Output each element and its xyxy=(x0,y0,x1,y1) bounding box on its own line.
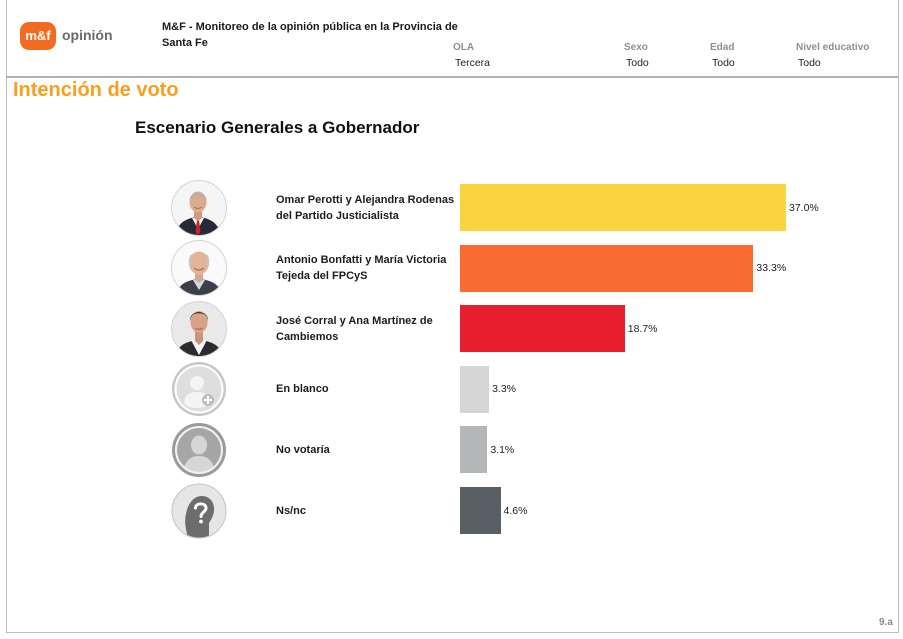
filter-nivel-educativo: Nivel educativo Todo xyxy=(796,41,869,70)
section-title: Intención de voto xyxy=(13,79,179,101)
bar-perotti xyxy=(460,184,786,231)
bar-ns-nc xyxy=(460,487,501,534)
blank-vote-person-icon xyxy=(171,361,227,417)
value-label: 33.3% xyxy=(756,262,787,275)
portrait-jose-corral-icon xyxy=(171,300,227,357)
portrait-antonio-bonfatti-icon xyxy=(171,240,227,297)
value-label: 4.6% xyxy=(503,504,528,517)
bar-corral xyxy=(460,305,625,353)
filter-edad: Edad Todo xyxy=(710,41,735,70)
page-number: 9.a xyxy=(879,617,893,628)
bar-en-blanco xyxy=(460,365,490,413)
bar-no-votaria xyxy=(460,426,488,474)
value-label: 3.3% xyxy=(492,383,516,396)
category-label: Omar Perotti y Alejandra Rodenas del Par… xyxy=(276,193,455,222)
logo-mark: m&f xyxy=(20,22,56,50)
chart-row: No votaría 3.1% xyxy=(0,422,903,477)
portrait-omar-perotti-icon xyxy=(171,179,227,236)
filter-label: Nivel educativo xyxy=(796,42,870,53)
category-label: En blanco xyxy=(276,383,329,396)
value-label: 3.1% xyxy=(490,443,515,456)
logo-name: opinión xyxy=(62,27,113,43)
filter-value: Todo xyxy=(712,57,735,69)
category-label: No votaría xyxy=(276,443,330,456)
value-label: 37.0% xyxy=(789,201,819,214)
category-label: Ns/nc xyxy=(276,504,306,517)
filter-value: Todo xyxy=(798,57,821,69)
chart-row: En blanco 3.3% xyxy=(0,362,903,417)
filter-value: Todo xyxy=(626,57,649,69)
bar-bonfatti xyxy=(460,244,754,292)
chart-row: Antonio Bonfatti y María Victoria Tejeda… xyxy=(0,240,903,297)
filter-sexo: Sexo Todo xyxy=(624,41,649,70)
filter-value: Tercera xyxy=(455,57,491,69)
no-vote-person-icon xyxy=(171,422,227,478)
report-title: M&F - Monitoreo de la opinión pública en… xyxy=(162,21,458,49)
chart-row: Ns/nc 4.6% xyxy=(0,483,903,538)
page-frame xyxy=(6,0,899,633)
filter-ola: OLA Tercera xyxy=(453,41,490,70)
filter-label: Edad xyxy=(710,42,735,53)
header-separator xyxy=(6,76,899,78)
chart-title: Escenario Generales a Gobernador xyxy=(135,118,420,137)
chart-row: Omar Perotti y Alejandra Rodenas del Par… xyxy=(0,179,903,236)
filter-label: Sexo xyxy=(624,42,648,53)
filter-label: OLA xyxy=(453,42,475,53)
category-label: José Corral y Ana Martínez de Cambiemos xyxy=(276,314,433,343)
category-label: Antonio Bonfatti y María Victoria Tejeda… xyxy=(276,254,447,283)
value-label: 18.7% xyxy=(627,322,658,335)
unknown-person-question-icon xyxy=(171,483,227,539)
chart-row: José Corral y Ana Martínez de Cambiemos … xyxy=(0,300,903,357)
